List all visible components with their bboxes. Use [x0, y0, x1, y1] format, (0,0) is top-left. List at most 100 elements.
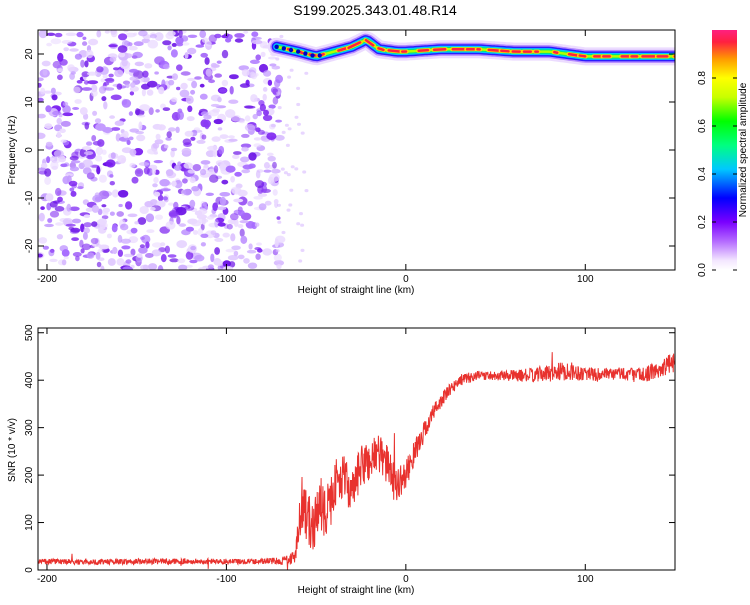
- carrier-hot: [489, 50, 500, 51]
- noise-blob: [159, 179, 170, 186]
- noise-blob: [49, 259, 57, 262]
- noise-blob: [36, 98, 44, 102]
- noise-blob: [259, 203, 267, 210]
- spectrogram-y-ticklabel: 10: [24, 96, 35, 108]
- noise-blob: [133, 52, 143, 58]
- carrier-hot: [378, 48, 383, 50]
- noise-blob: [103, 211, 109, 215]
- noise-blob: [240, 83, 250, 88]
- noise-blob: [166, 221, 176, 230]
- noise-blob: [92, 195, 102, 203]
- noise-blob: [226, 166, 236, 173]
- carrier-core: [303, 51, 307, 55]
- noise-blob: [110, 57, 117, 62]
- figure-title: S199.2025.343.01.48.R14: [0, 0, 750, 20]
- noise-blob: [207, 146, 218, 151]
- noise-blob: [186, 227, 194, 232]
- noise-blob: [288, 203, 292, 206]
- noise-blob: [168, 80, 174, 86]
- noise-blob: [179, 29, 183, 37]
- snr-y-ticklabel: 500: [24, 324, 35, 341]
- noise-blob: [176, 64, 183, 71]
- noise-blob: [301, 249, 305, 252]
- noise-blob: [168, 254, 177, 257]
- noise-blob: [57, 75, 63, 81]
- noise-blob: [72, 219, 81, 224]
- noise-blob: [154, 192, 160, 197]
- spectrogram-xlabel: Height of straight line (km): [298, 285, 415, 296]
- noise-blob: [129, 128, 139, 132]
- noise-blob: [264, 170, 272, 173]
- noise-blob: [39, 30, 47, 38]
- noise-blob: [264, 162, 270, 169]
- noise-blob: [249, 72, 255, 79]
- noise-blob: [116, 211, 124, 217]
- noise-blob: [109, 115, 115, 119]
- noise-blob: [185, 131, 194, 137]
- noise-blob: [109, 174, 113, 178]
- noise-blob: [87, 72, 97, 76]
- noise-blob: [209, 175, 218, 183]
- noise-blob: [240, 220, 249, 223]
- noise-blob: [205, 41, 212, 47]
- noise-blob: [71, 160, 80, 163]
- noise-blob: [98, 249, 104, 253]
- noise-blob: [131, 228, 138, 234]
- noise-blob: [225, 109, 235, 118]
- noise-blob: [92, 111, 97, 116]
- noise-blob: [255, 180, 264, 188]
- noise-blob: [153, 143, 159, 149]
- noise-blob: [85, 122, 90, 129]
- noise-blob: [153, 177, 158, 183]
- noise-blob: [55, 33, 63, 37]
- noise-blob: [91, 238, 99, 244]
- noise-blob: [67, 64, 75, 71]
- noise-blob: [86, 50, 94, 58]
- noise-blob: [258, 193, 267, 197]
- noise-blob: [247, 201, 253, 206]
- noise-blob: [92, 205, 99, 213]
- noise-blob: [269, 173, 280, 182]
- noise-blob: [260, 104, 266, 111]
- noise-blob: [163, 107, 170, 111]
- noise-blob: [275, 120, 282, 123]
- noise-blob: [241, 134, 250, 138]
- noise-blob: [45, 105, 51, 112]
- carrier-hot: [554, 52, 557, 53]
- noise-blob: [277, 216, 281, 220]
- noise-blob: [100, 221, 106, 230]
- colorbar-label: Normalized spectral amplitude: [738, 82, 749, 217]
- noise-blob: [91, 221, 97, 227]
- snr-y-ticklabel: 400: [24, 371, 35, 388]
- noise-blob: [117, 155, 126, 164]
- noise-blob: [182, 148, 192, 155]
- noise-blob: [275, 239, 279, 248]
- noise-blob: [242, 69, 250, 76]
- noise-blob: [230, 176, 235, 183]
- noise-blob: [208, 264, 214, 268]
- noise-blob: [222, 80, 228, 87]
- noise-blob: [72, 107, 79, 110]
- noise-blob: [104, 78, 114, 81]
- noise-blob: [167, 31, 176, 36]
- noise-blob: [88, 39, 98, 46]
- snr-x-ticklabel: 100: [577, 574, 594, 585]
- noise-blob: [295, 116, 299, 119]
- noise-blob: [146, 229, 154, 233]
- noise-blob: [206, 69, 212, 77]
- noise-blob: [254, 137, 262, 140]
- noise-blob: [104, 82, 109, 86]
- noise-blob: [228, 135, 235, 138]
- colorbar-ticklabel: 0.6: [697, 119, 708, 133]
- colorbar-ticklabel: 0.0: [697, 263, 708, 277]
- noise-blob: [108, 74, 113, 78]
- noise-blob: [70, 228, 80, 233]
- noise-blob: [82, 37, 86, 40]
- noise-blob: [221, 35, 228, 39]
- noise-blob: [51, 38, 62, 44]
- noise-blob: [124, 254, 134, 257]
- noise-blob: [152, 167, 156, 175]
- snr-plot-area: [38, 328, 675, 570]
- noise-blob: [187, 106, 192, 113]
- noise-blob: [82, 87, 92, 91]
